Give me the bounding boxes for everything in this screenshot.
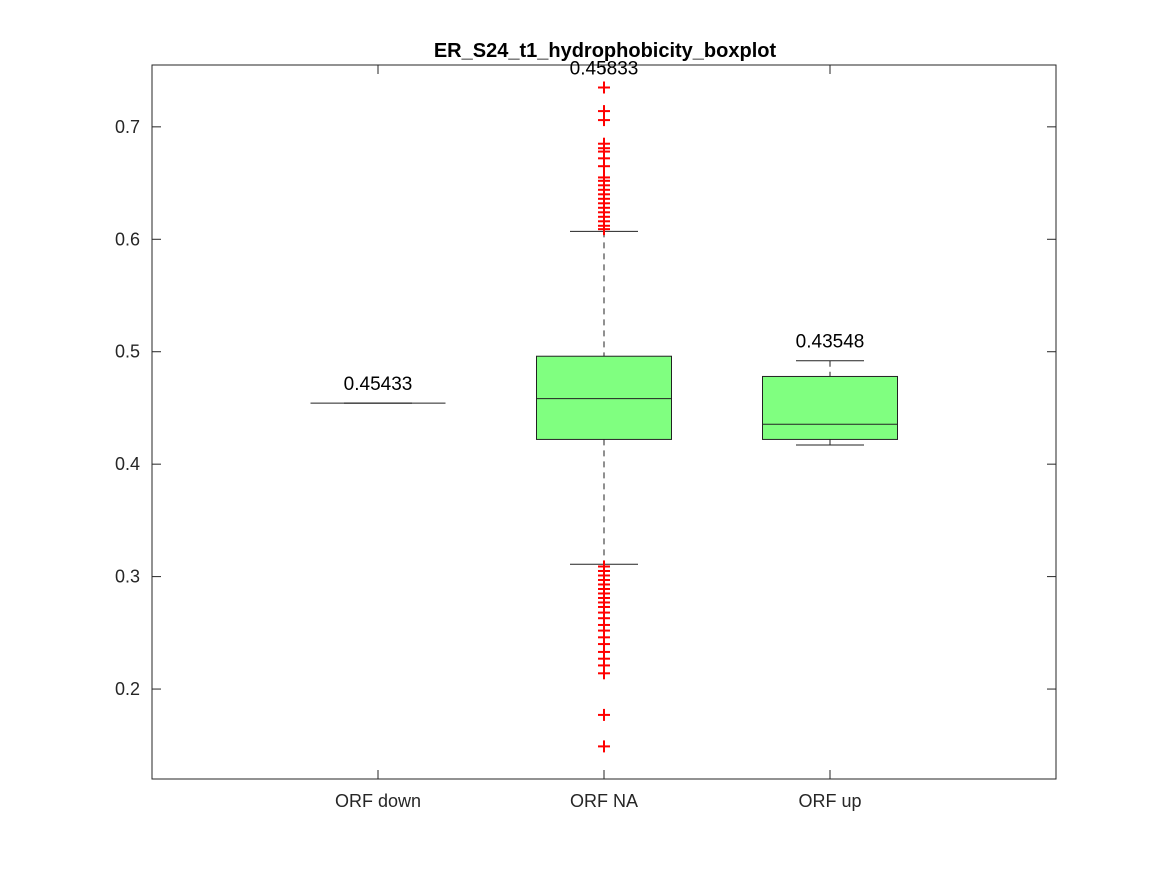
y-tick-label: 0.3 xyxy=(115,567,140,587)
median-value-label: 0.45433 xyxy=(344,374,413,395)
y-tick-label: 0.2 xyxy=(115,679,140,699)
outlier-marker xyxy=(598,81,610,94)
box-series: 0.45433 0.45833 0.43548 xyxy=(310,58,898,753)
y-tick-label: 0.6 xyxy=(115,229,140,249)
box-orf-na: 0.45833 xyxy=(536,58,672,753)
outlier-marker xyxy=(598,667,610,680)
median-value-label: 0.45833 xyxy=(570,58,639,79)
x-tick-label: ORF NA xyxy=(570,791,638,811)
chart-title: ER_S24_t1_hydrophobicity_boxplot xyxy=(434,40,777,62)
outlier-marker xyxy=(598,223,610,236)
outlier-marker xyxy=(598,114,610,127)
y-axis: 0.2 0.3 0.4 0.5 0.6 0.7 xyxy=(115,117,1056,699)
x-tick-label: ORF up xyxy=(798,791,861,811)
outlier-marker xyxy=(598,708,610,721)
y-tick-label: 0.7 xyxy=(115,117,140,137)
y-tick-label: 0.4 xyxy=(115,454,140,474)
box-orf-down: 0.45433 xyxy=(310,374,446,404)
median-value-label: 0.43548 xyxy=(796,332,865,353)
box-orf-up: 0.43548 xyxy=(762,332,898,446)
x-tick-label: ORF down xyxy=(335,791,421,811)
outlier-marker xyxy=(598,740,610,753)
y-tick-label: 0.5 xyxy=(115,342,140,362)
x-axis: ORF down ORF NA ORF up xyxy=(335,65,862,811)
iqr-box xyxy=(536,355,672,440)
outlier-marker xyxy=(598,160,610,173)
iqr-box xyxy=(762,375,898,440)
